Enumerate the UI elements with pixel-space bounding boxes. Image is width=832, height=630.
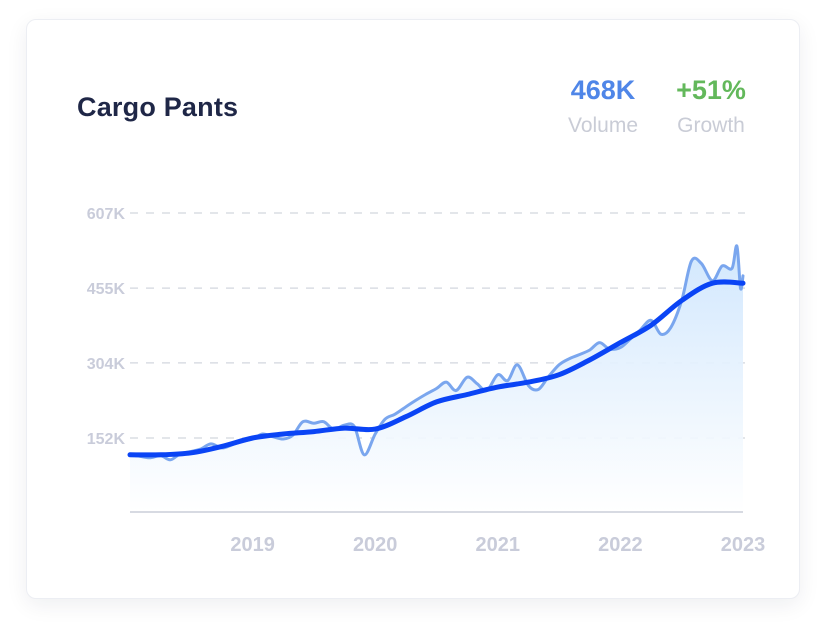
x-tick-label: 2022: [598, 534, 643, 556]
growth-value: +51%: [676, 75, 746, 105]
y-tick-label: 455K: [87, 281, 126, 298]
series-line-trend: [127, 279, 746, 458]
volume-stat: 468K Volume: [561, 75, 645, 138]
growth-stat: +51% Growth: [669, 75, 753, 138]
x-tick-label: 2021: [476, 534, 521, 556]
x-tick-label: 2020: [353, 534, 398, 556]
volume-area: [130, 245, 743, 513]
volume-label: Volume: [567, 114, 639, 137]
volume-value: 468K: [570, 75, 636, 105]
growth-label: Growth: [677, 114, 745, 137]
x-tick-label: 2023: [721, 534, 766, 556]
y-tick-label: 304K: [87, 356, 126, 373]
y-tick-label: 607K: [87, 206, 126, 223]
x-tick-label: 2019: [230, 534, 275, 556]
y-tick-label: 152K: [87, 431, 126, 448]
card-title: Cargo Pants: [77, 92, 239, 122]
